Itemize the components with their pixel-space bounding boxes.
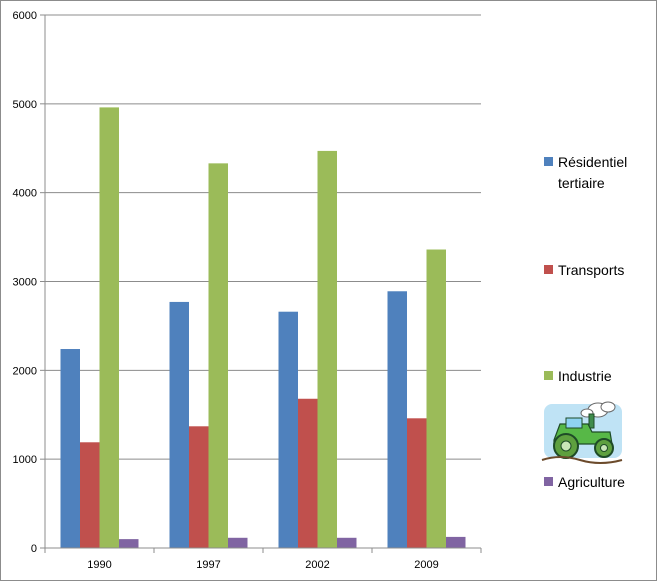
y-tick-label: 0 (31, 543, 37, 555)
x-tick-label: 2009 (414, 559, 438, 571)
bar (337, 537, 357, 548)
bar (60, 349, 80, 548)
bar (298, 398, 318, 548)
x-tick-label: 2002 (305, 559, 329, 571)
y-tick-label: 3000 (13, 277, 37, 289)
y-tick-label: 6000 (13, 10, 37, 22)
bar (80, 442, 100, 548)
legend-item-transports: Transports (544, 262, 624, 278)
legend-label-line: Agriculture (558, 474, 625, 490)
bar (446, 536, 466, 548)
bar (119, 539, 139, 548)
y-tick-labels: 0 1000 2000 3000 4000 5000 6000 (13, 10, 37, 555)
legend-swatch-agriculture (544, 477, 553, 486)
bar (99, 107, 119, 549)
bar (278, 311, 298, 548)
y-tick-label: 2000 (13, 365, 37, 377)
bar (208, 163, 228, 548)
bar (169, 301, 189, 548)
legend-label-line: tertiaire (558, 175, 605, 191)
y-tick-label: 5000 (13, 99, 37, 111)
bar (317, 150, 337, 549)
bar (189, 426, 209, 548)
legend-label-line: Transports (558, 262, 624, 278)
bar (407, 418, 427, 548)
legend-label-line: Résidentiel (558, 154, 627, 170)
bar (387, 291, 407, 548)
axes (44, 15, 482, 553)
legend-swatch-transports (544, 265, 553, 274)
legend-label-line: Industrie (558, 368, 612, 384)
tractor-clipart-icon (541, 401, 623, 464)
legend-item-agriculture: Agriculture (544, 474, 625, 490)
legend-item-residentiel-tertiaire: Résidentiel tertiaire (544, 154, 627, 191)
x-tick-label: 1990 (87, 559, 111, 571)
legend-swatch-residentiel-tertiaire (544, 157, 553, 166)
x-tick-label: 1997 (196, 559, 220, 571)
bar (228, 537, 248, 548)
y-tick-label: 1000 (13, 454, 37, 466)
legend: Résidentiel tertiaire Transports Industr… (541, 154, 627, 490)
legend-item-industrie: Industrie (544, 368, 612, 384)
bar (426, 249, 446, 548)
bars (60, 107, 466, 549)
y-tick-label: 4000 (13, 188, 37, 200)
x-tick-labels: 1990 1997 2002 2009 (87, 559, 438, 571)
legend-swatch-industrie (544, 371, 553, 380)
